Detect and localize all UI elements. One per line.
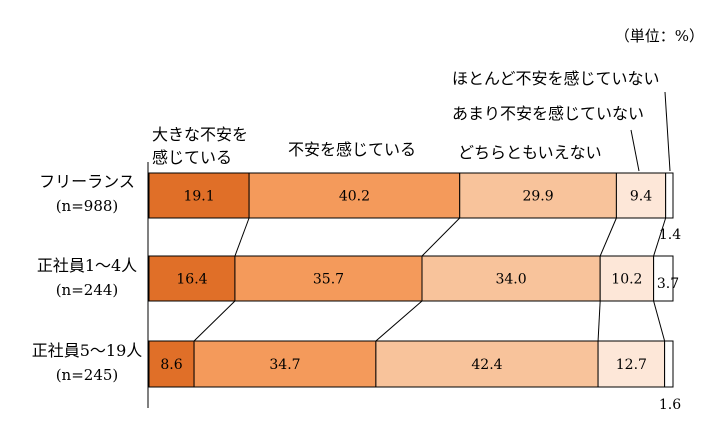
category-label: 正社員1～4人 xyxy=(37,256,137,275)
bar-segment xyxy=(234,255,423,302)
data-label: 9.4 xyxy=(630,189,652,205)
bars: 19.1 40.2 29.9 9.4 16.4 35.7 34.0 10.2 8.6 34.7 42… xyxy=(148,172,674,388)
leader-line xyxy=(630,129,640,172)
legend-label: 大きな不安を xyxy=(152,125,248,144)
data-label: 10.2 xyxy=(611,272,642,288)
legend-label: あまり不安を感じていない xyxy=(452,104,644,123)
data-label: 34.7 xyxy=(269,357,300,373)
category-label: フリーランス xyxy=(39,172,135,191)
data-label: 29.9 xyxy=(522,189,553,205)
bar-segment xyxy=(653,255,674,302)
data-label: 42.4 xyxy=(471,357,502,373)
category-labels: フリーランス (n=988) 正社員1～4人 (n=244) 正社員5～19人 (n=24… xyxy=(32,172,143,384)
legend-label: 感じている xyxy=(152,148,232,167)
data-label: 3.7 xyxy=(657,276,679,292)
data-label: 12.7 xyxy=(616,357,647,373)
bar-segment xyxy=(421,255,601,302)
data-label: 1.6 xyxy=(659,397,681,413)
connector-lines xyxy=(193,217,667,342)
bar-segment xyxy=(193,340,377,388)
connector-line xyxy=(421,217,461,257)
unit-label: （単位：%） xyxy=(615,27,704,45)
data-label: 16.4 xyxy=(176,272,207,288)
connector-line xyxy=(597,300,601,342)
bar-segment xyxy=(148,172,250,219)
bar-segment xyxy=(597,340,666,388)
bar-segment xyxy=(248,172,461,219)
bar-segment xyxy=(148,340,195,388)
connector-line xyxy=(234,217,250,257)
leader-line xyxy=(664,91,671,172)
data-label: 8.6 xyxy=(160,357,182,373)
data-label: 35.7 xyxy=(313,272,344,288)
legend-label: ほとんど不安を感じていない xyxy=(452,69,660,88)
bar-segment xyxy=(664,340,674,388)
category-label: 正社員5～19人 xyxy=(32,341,143,360)
data-label: 1.4 xyxy=(659,227,681,243)
connector-line xyxy=(653,300,666,342)
data-label: 34.0 xyxy=(495,272,526,288)
category-label-n: (n=988) xyxy=(56,197,119,215)
data-label: 40.2 xyxy=(339,189,370,205)
connector-line xyxy=(653,217,667,257)
data-label: 19.1 xyxy=(183,189,214,205)
category-label-n: (n=244) xyxy=(56,281,119,299)
legend-label: 不安を感じている xyxy=(288,140,416,159)
category-label-n: (n=245) xyxy=(56,366,119,384)
legend-leader-lines: 1.4 3.7 1.6 xyxy=(630,91,681,413)
connector-line xyxy=(599,217,617,257)
bar-segment xyxy=(665,172,674,219)
connector-line xyxy=(193,300,236,342)
connector-line xyxy=(375,300,423,342)
bar-segment xyxy=(599,255,655,302)
bar-segment xyxy=(375,340,599,388)
legend-label: どちらともいえない xyxy=(458,143,602,162)
